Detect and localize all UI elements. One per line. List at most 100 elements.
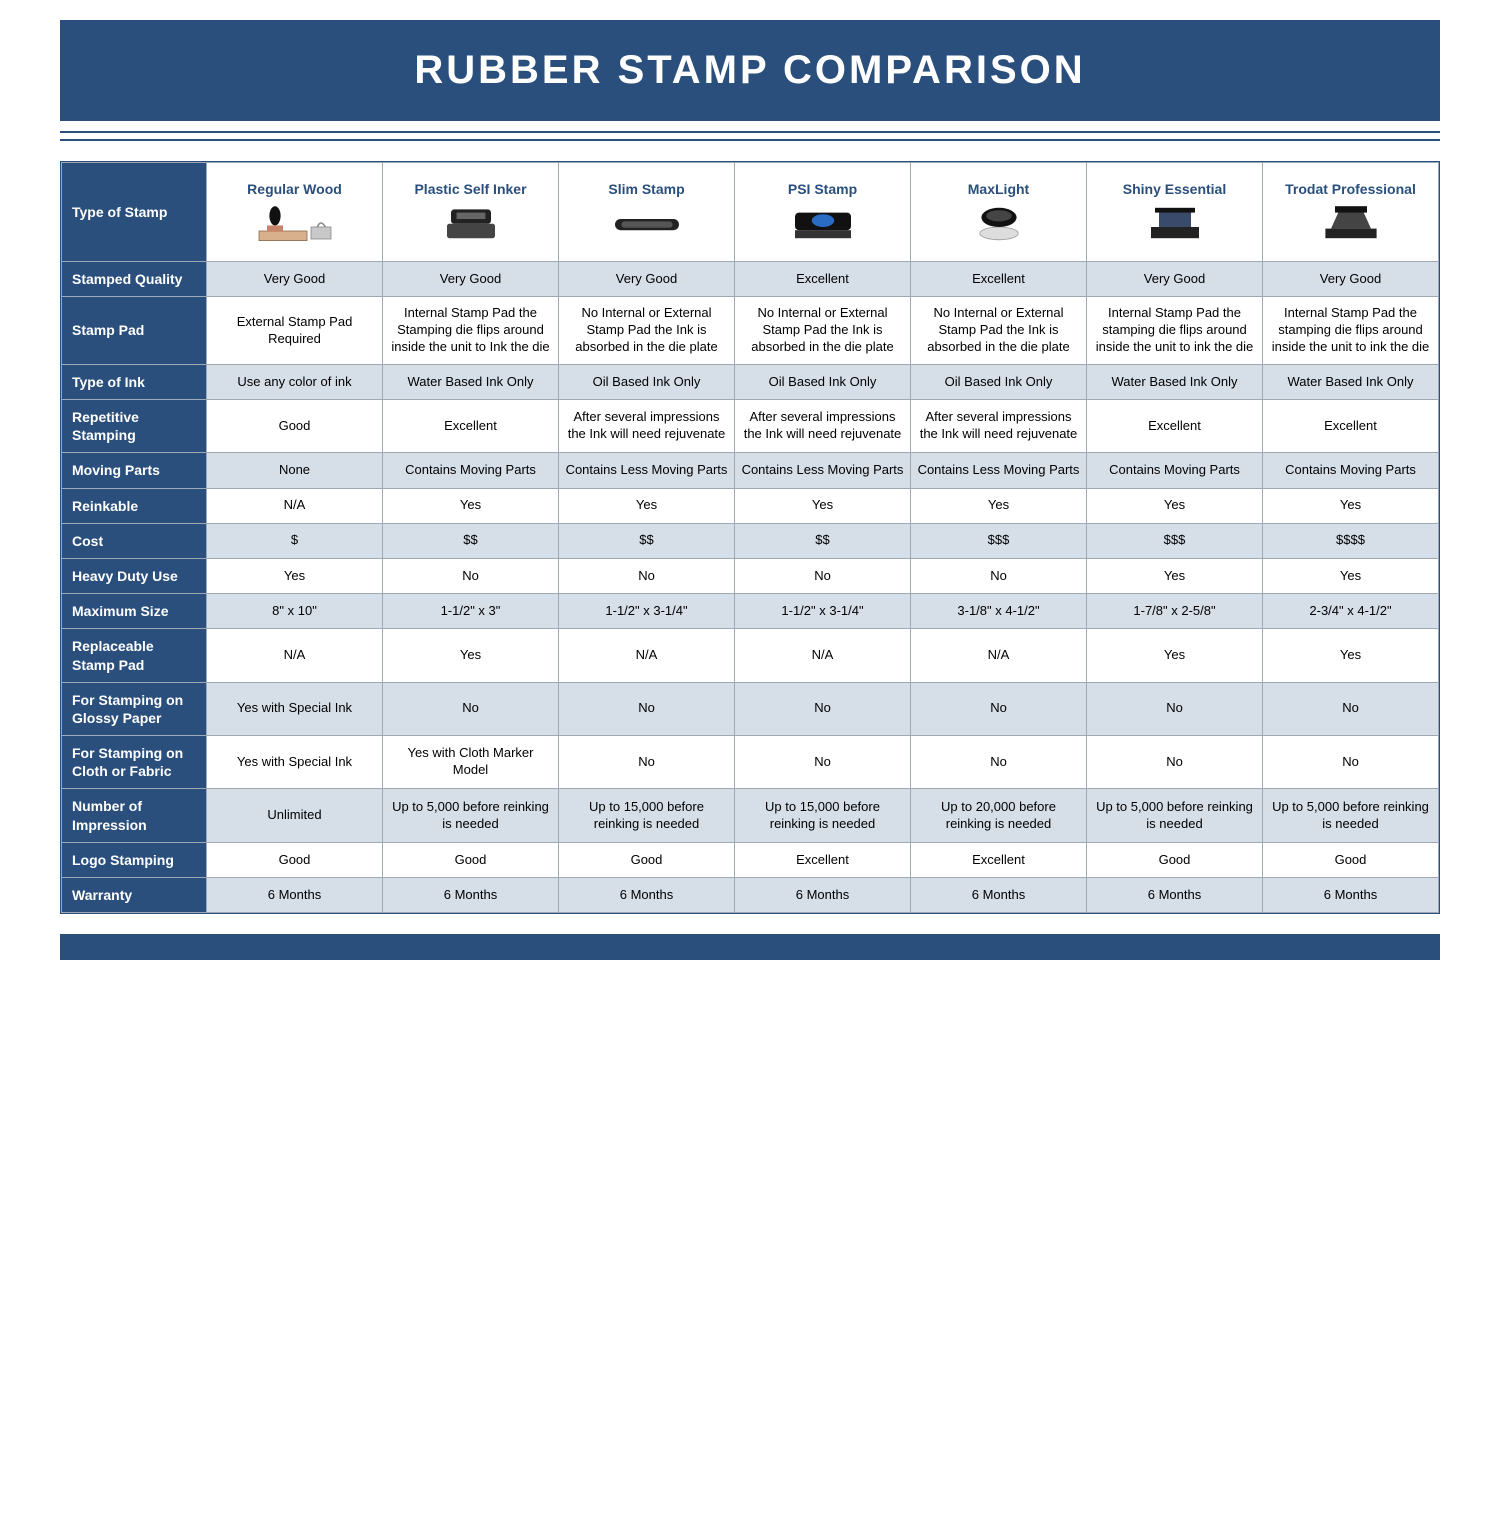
cell-replace-6: Yes	[1263, 629, 1439, 682]
cell-max-1: 1-1/2" x 3"	[383, 594, 559, 629]
cell-heavy-1: No	[383, 558, 559, 593]
col-header-regular-wood: Regular Wood	[207, 163, 383, 262]
cell-cloth-4: No	[911, 736, 1087, 789]
row-label-heavy: Heavy Duty Use	[62, 558, 207, 593]
cell-cost-0: $	[207, 523, 383, 558]
cell-reink-5: Yes	[1087, 488, 1263, 523]
table-row: Replaceable Stamp PadN/AYesN/AN/AN/AYesY…	[62, 629, 1439, 682]
cell-reink-0: N/A	[207, 488, 383, 523]
cell-glossy-1: No	[383, 682, 559, 735]
cell-cloth-6: No	[1263, 736, 1439, 789]
row-label-impr: Number of Impression	[62, 789, 207, 842]
cell-moving-2: Contains Less Moving Parts	[559, 453, 735, 488]
cell-cost-5: $$$	[1087, 523, 1263, 558]
cell-pad-0: External Stamp Pad Required	[207, 297, 383, 365]
row-label-type: Type of Stamp	[62, 163, 207, 262]
cell-quality-5: Very Good	[1087, 262, 1263, 297]
table-row: Logo StampingGoodGoodGoodExcellentExcell…	[62, 842, 1439, 877]
cell-reink-6: Yes	[1263, 488, 1439, 523]
cell-moving-6: Contains Moving Parts	[1263, 453, 1439, 488]
cell-max-4: 3-1/8" x 4-1/2"	[911, 594, 1087, 629]
cell-max-6: 2-3/4" x 4-1/2"	[1263, 594, 1439, 629]
cell-rep-6: Excellent	[1263, 400, 1439, 453]
cell-replace-0: N/A	[207, 629, 383, 682]
table-row: For Stamping on Cloth or FabricYes with …	[62, 736, 1439, 789]
cell-cost-6: $$$$	[1263, 523, 1439, 558]
cell-heavy-3: No	[735, 558, 911, 593]
cell-ink-6: Water Based Ink Only	[1263, 364, 1439, 399]
table-row: Type of InkUse any color of ink Water Bas…	[62, 364, 1439, 399]
cell-max-3: 1-1/2" x 3-1/4"	[735, 594, 911, 629]
row-label-quality: Stamped Quality	[62, 262, 207, 297]
cell-logo-4: Excellent	[911, 842, 1087, 877]
cell-cost-2: $$	[559, 523, 735, 558]
cell-replace-2: N/A	[559, 629, 735, 682]
table-row: Number of ImpressionUnlimitedUp to 5,000…	[62, 789, 1439, 842]
cell-replace-3: N/A	[735, 629, 911, 682]
cell-moving-4: Contains Less Moving Parts	[911, 453, 1087, 488]
row-label-warr: Warranty	[62, 878, 207, 913]
cell-logo-5: Good	[1087, 842, 1263, 877]
cell-impr-3: Up to 15,000 before reinking is needed	[735, 789, 911, 842]
comparison-table: Type of Stamp Regular Wood Plastic Self …	[61, 162, 1439, 913]
row-label-logo: Logo Stamping	[62, 842, 207, 877]
row-label-cloth: For Stamping on Cloth or Fabric	[62, 736, 207, 789]
cell-logo-3: Excellent	[735, 842, 911, 877]
cell-warr-2: 6 Months	[559, 878, 735, 913]
cell-cost-1: $$	[383, 523, 559, 558]
row-label-max: Maximum Size	[62, 594, 207, 629]
cell-pad-4: No Internal or External Stamp Pad the In…	[911, 297, 1087, 365]
trodat-professional-icon	[1311, 202, 1391, 244]
row-label-pad: Stamp Pad	[62, 297, 207, 365]
cell-cost-3: $$	[735, 523, 911, 558]
table-row: Repetitive StampingGoodExcellentAfter se…	[62, 400, 1439, 453]
cell-quality-3: Excellent	[735, 262, 911, 297]
row-label-ink: Type of Ink	[62, 364, 207, 399]
cell-glossy-3: No	[735, 682, 911, 735]
table-row: Heavy Duty UseYesNoNoNoNoYesYes	[62, 558, 1439, 593]
cell-impr-0: Unlimited	[207, 789, 383, 842]
slim-stamp-icon	[607, 202, 687, 244]
table-row: Warranty6 Months6 Months6 Months6 Months…	[62, 878, 1439, 913]
psi-stamp-icon	[783, 202, 863, 244]
cell-rep-4: After several impressions the Ink will n…	[911, 400, 1087, 453]
footer-bar	[60, 934, 1440, 960]
cell-impr-2: Up to 15,000 before reinking is needed	[559, 789, 735, 842]
cell-cloth-2: No	[559, 736, 735, 789]
cell-reink-1: Yes	[383, 488, 559, 523]
cell-cloth-3: No	[735, 736, 911, 789]
cell-rep-2: After several impressions the Ink will n…	[559, 400, 735, 453]
table-row: Stamped QualityVery GoodVery GoodVery Go…	[62, 262, 1439, 297]
cell-pad-6: Internal Stamp Pad the stamping die flip…	[1263, 297, 1439, 365]
cell-reink-4: Yes	[911, 488, 1087, 523]
cell-rep-3: After several impressions the Ink will n…	[735, 400, 911, 453]
cell-moving-0: None	[207, 453, 383, 488]
cell-warr-6: 6 Months	[1263, 878, 1439, 913]
cell-glossy-2: No	[559, 682, 735, 735]
col-header-plastic-self-inker: Plastic Self Inker	[383, 163, 559, 262]
cell-heavy-0: Yes	[207, 558, 383, 593]
table-row: For Stamping on Glossy PaperYes with Spe…	[62, 682, 1439, 735]
cell-ink-5: Water Based Ink Only	[1087, 364, 1263, 399]
cell-ink-2: Oil Based Ink Only	[559, 364, 735, 399]
cell-glossy-5: No	[1087, 682, 1263, 735]
cell-max-0: 8" x 10"	[207, 594, 383, 629]
cell-cloth-1: Yes with Cloth Marker Model	[383, 736, 559, 789]
cell-impr-1: Up to 5,000 before reinking is needed	[383, 789, 559, 842]
cell-warr-0: 6 Months	[207, 878, 383, 913]
comparison-table-wrapper: Type of Stamp Regular Wood Plastic Self …	[60, 161, 1440, 914]
row-label-reink: Reinkable	[62, 488, 207, 523]
cell-logo-0: Good	[207, 842, 383, 877]
cell-impr-6: Up to 5,000 before reinking is needed	[1263, 789, 1439, 842]
row-label-moving: Moving Parts	[62, 453, 207, 488]
page-title: RUBBER STAMP COMPARISON	[60, 20, 1440, 121]
cell-max-5: 1-7/8" x 2-5/8"	[1087, 594, 1263, 629]
cell-warr-1: 6 Months	[383, 878, 559, 913]
cell-cloth-0: Yes with Special Ink	[207, 736, 383, 789]
cell-ink-0: Use any color of ink	[207, 364, 383, 399]
row-label-rep: Repetitive Stamping	[62, 400, 207, 453]
cell-logo-1: Good	[383, 842, 559, 877]
cell-replace-4: N/A	[911, 629, 1087, 682]
cell-ink-3: Oil Based Ink Only	[735, 364, 911, 399]
col-header-psi-stamp: PSI Stamp	[735, 163, 911, 262]
